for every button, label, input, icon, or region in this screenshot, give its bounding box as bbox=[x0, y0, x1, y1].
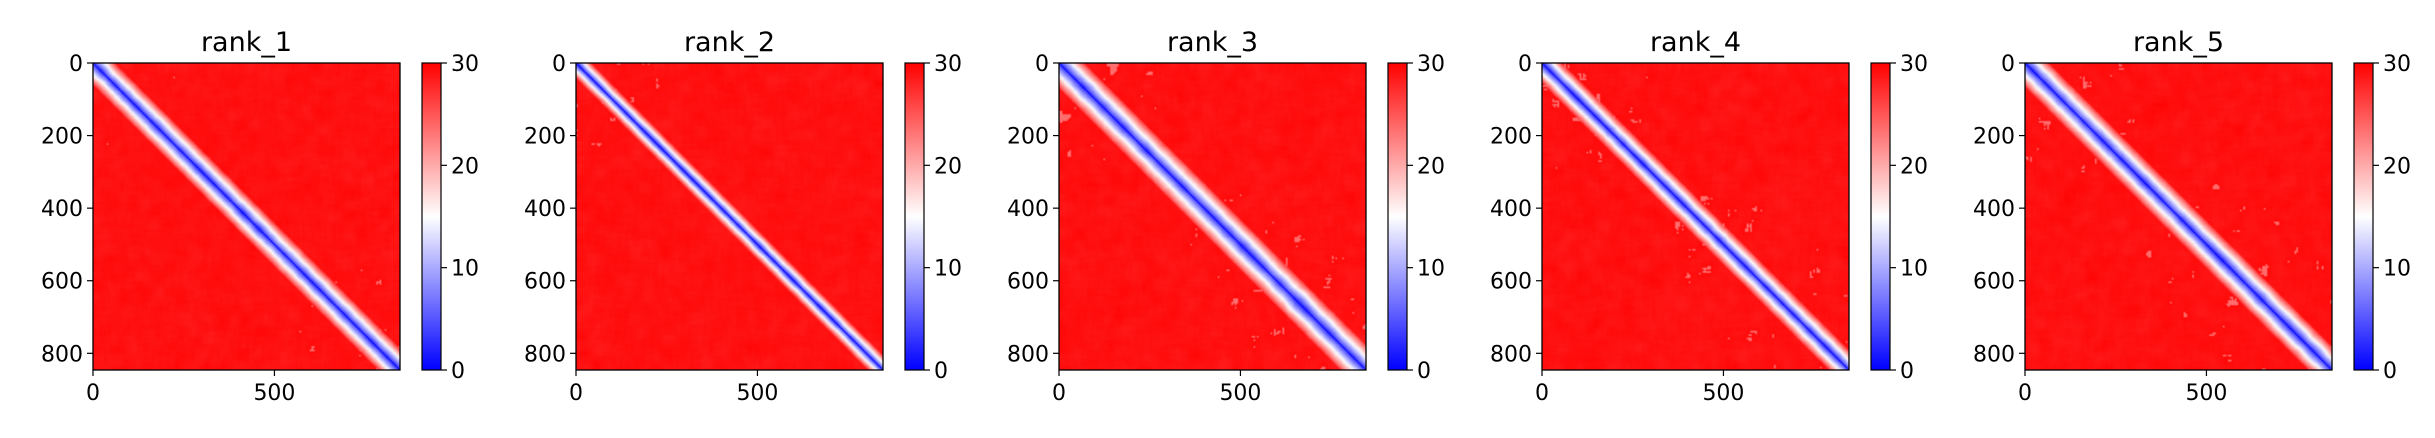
y-tick-label: 400 bbox=[1973, 197, 2015, 222]
colorbar-tick-label: 10 bbox=[451, 257, 479, 282]
x-tick-label: 0 bbox=[1535, 381, 1549, 406]
x-tick-label: 500 bbox=[1219, 381, 1261, 406]
axes-frame bbox=[1541, 62, 1850, 371]
axes-frame bbox=[575, 62, 884, 371]
colorbar bbox=[1870, 62, 1891, 371]
chart-title: rank_3 bbox=[1167, 27, 1258, 58]
y-tick-label: 0 bbox=[69, 52, 83, 77]
colorbar-tick-label: 10 bbox=[1417, 257, 1445, 282]
colorbar-tick-label: 10 bbox=[2383, 257, 2411, 282]
colorbar-tick-label: 20 bbox=[1417, 154, 1445, 179]
colorbar-tick-label: 20 bbox=[2383, 154, 2411, 179]
chart-title: rank_4 bbox=[1650, 27, 1741, 58]
x-tick-label: 500 bbox=[1702, 381, 1744, 406]
colorbar bbox=[1387, 62, 1408, 371]
y-tick-label: 200 bbox=[1007, 125, 1049, 150]
colorbar-tick-label: 20 bbox=[934, 154, 962, 179]
y-tick-label: 200 bbox=[1490, 125, 1532, 150]
y-tick-label: 600 bbox=[524, 270, 566, 295]
y-tick-label: 600 bbox=[1973, 270, 2015, 295]
y-tick-label: 400 bbox=[1490, 197, 1532, 222]
colorbar-tick-label: 0 bbox=[2383, 359, 2397, 384]
x-tick-label: 500 bbox=[253, 381, 295, 406]
y-tick-label: 600 bbox=[1007, 270, 1049, 295]
y-tick-label: 800 bbox=[1973, 342, 2015, 367]
heatmap-image bbox=[93, 63, 400, 370]
x-tick-label: 500 bbox=[2185, 381, 2227, 406]
colorbar-tick-label: 20 bbox=[451, 154, 479, 179]
heatmap-image bbox=[2025, 63, 2332, 370]
x-tick-label: 0 bbox=[1052, 381, 1066, 406]
heatmap-image bbox=[576, 63, 883, 370]
y-tick-label: 800 bbox=[1490, 342, 1532, 367]
x-tick-label: 0 bbox=[86, 381, 100, 406]
y-tick-label: 0 bbox=[2001, 52, 2015, 77]
colorbar bbox=[2353, 62, 2374, 371]
y-tick-label: 800 bbox=[41, 342, 83, 367]
colorbar bbox=[421, 62, 442, 371]
y-tick-label: 0 bbox=[552, 52, 566, 77]
colorbar-tick-label: 20 bbox=[1900, 154, 1928, 179]
y-tick-label: 400 bbox=[41, 197, 83, 222]
colorbar-tick-label: 10 bbox=[1900, 257, 1928, 282]
colorbar-tick-label: 30 bbox=[1417, 52, 1445, 77]
chart-title: rank_5 bbox=[2133, 27, 2224, 58]
chart-title: rank_2 bbox=[684, 27, 775, 58]
colorbar-tick-label: 30 bbox=[451, 52, 479, 77]
colorbar bbox=[904, 62, 925, 371]
axes-frame bbox=[2024, 62, 2333, 371]
y-tick-label: 400 bbox=[1007, 197, 1049, 222]
y-tick-label: 800 bbox=[524, 342, 566, 367]
heatmap-image bbox=[1059, 63, 1366, 370]
colorbar-tick-label: 10 bbox=[934, 257, 962, 282]
colorbar-tick-label: 0 bbox=[934, 359, 948, 384]
colorbar-tick-label: 0 bbox=[451, 359, 465, 384]
y-tick-label: 200 bbox=[41, 125, 83, 150]
y-tick-label: 400 bbox=[524, 197, 566, 222]
colorbar-tick-label: 30 bbox=[2383, 52, 2411, 77]
y-tick-label: 0 bbox=[1035, 52, 1049, 77]
colorbar-tick-label: 0 bbox=[1900, 359, 1914, 384]
x-tick-label: 500 bbox=[736, 381, 778, 406]
y-tick-label: 600 bbox=[41, 270, 83, 295]
chart-title: rank_1 bbox=[201, 27, 292, 58]
axes-frame bbox=[92, 62, 401, 371]
y-tick-label: 800 bbox=[1007, 342, 1049, 367]
x-tick-label: 0 bbox=[2018, 381, 2032, 406]
axes-frame bbox=[1058, 62, 1367, 371]
colorbar-tick-label: 0 bbox=[1417, 359, 1431, 384]
y-tick-label: 600 bbox=[1490, 270, 1532, 295]
colorbar-tick-label: 30 bbox=[1900, 52, 1928, 77]
y-tick-label: 200 bbox=[1973, 125, 2015, 150]
y-tick-label: 200 bbox=[524, 125, 566, 150]
heatmap-image bbox=[1542, 63, 1849, 370]
y-tick-label: 0 bbox=[1518, 52, 1532, 77]
x-tick-label: 0 bbox=[569, 381, 583, 406]
colorbar-tick-label: 30 bbox=[934, 52, 962, 77]
